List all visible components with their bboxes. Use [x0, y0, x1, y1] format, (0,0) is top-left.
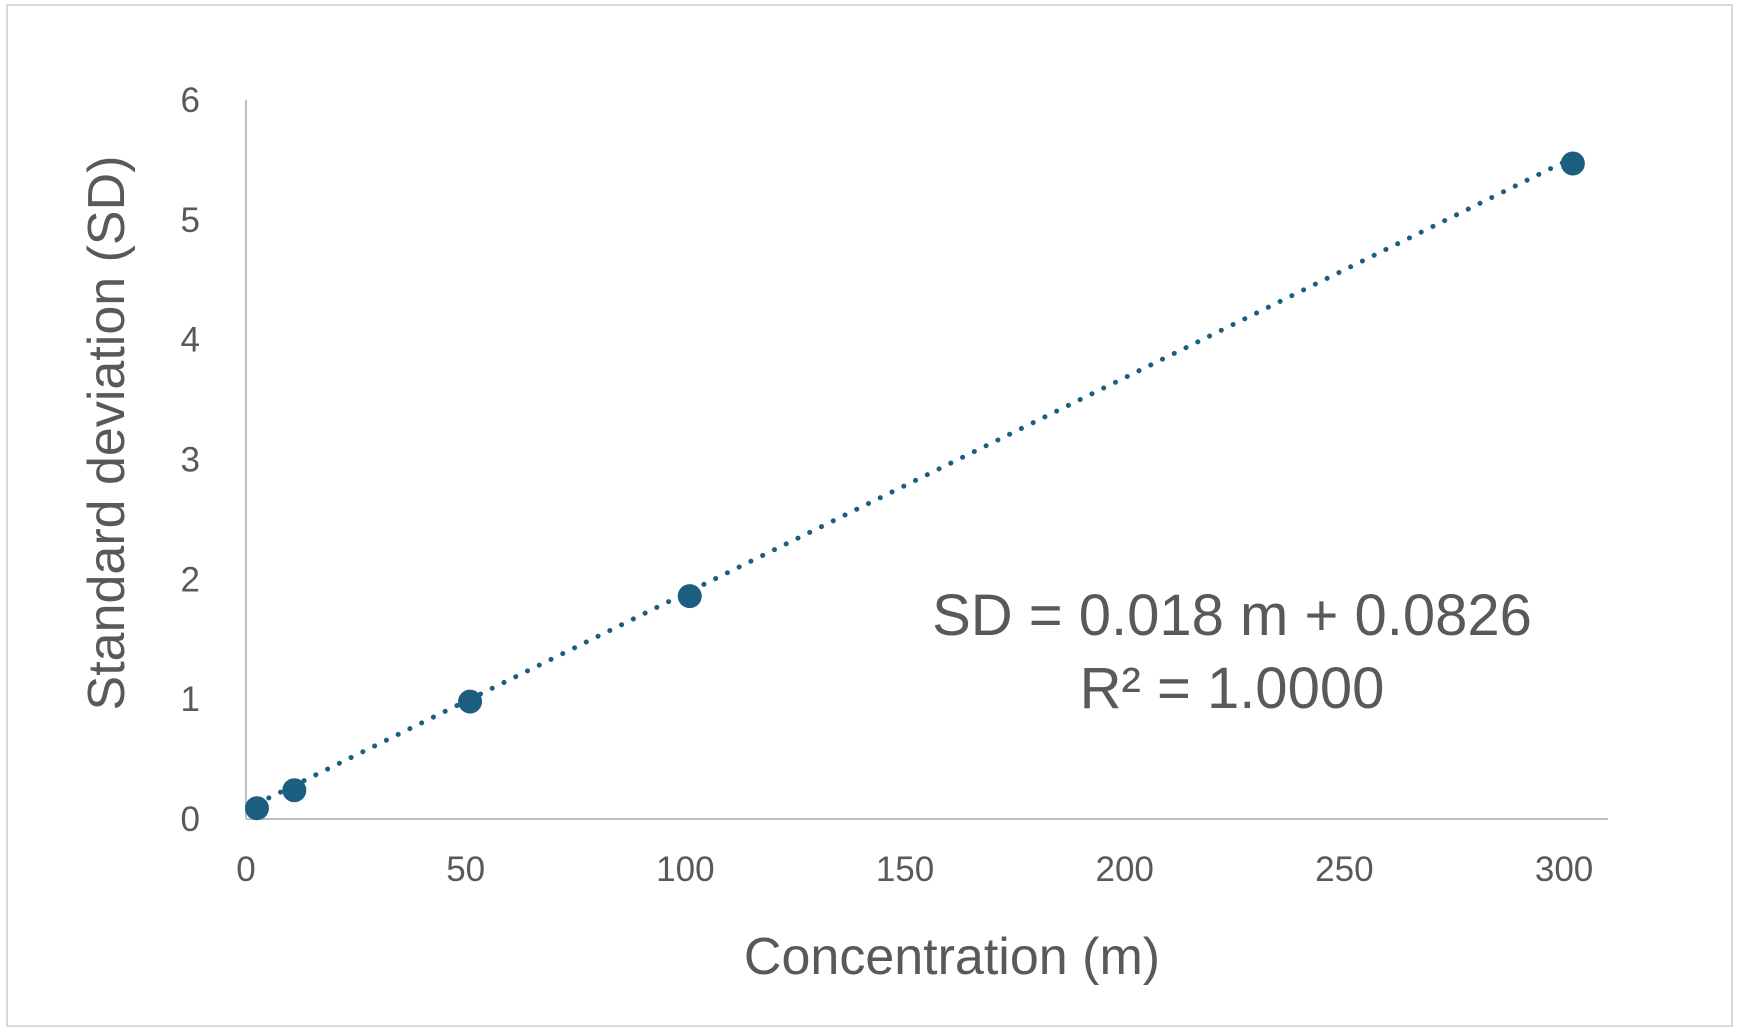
y-tick-label: 2	[181, 560, 200, 599]
y-tick-label: 1	[181, 680, 200, 719]
y-tick-label: 6	[181, 81, 200, 120]
data-points	[244, 151, 1585, 821]
data-point	[282, 778, 307, 803]
data-point	[458, 689, 483, 714]
x-tick-label: 200	[1096, 850, 1154, 889]
x-tick-label: 100	[656, 850, 714, 889]
y-axis-title: Standard deviation (SD)	[78, 156, 136, 711]
y-tick-label: 0	[181, 800, 200, 839]
data-point	[677, 584, 702, 609]
y-tick-label: 3	[181, 441, 200, 480]
r-squared-label: R² = 1.0000	[1080, 656, 1385, 721]
x-tick-label: 50	[446, 850, 485, 889]
x-tick-label: 250	[1315, 850, 1373, 889]
y-tick-label: 5	[181, 201, 200, 240]
trendline-equation: SD = 0.018 m + 0.0826	[932, 583, 1532, 648]
x-tick-label: 300	[1535, 850, 1593, 889]
y-tick-label: 4	[181, 321, 200, 360]
axes	[245, 100, 1608, 820]
x-tick-labels: 0 50 100 150 200 250 300	[236, 850, 1593, 889]
data-point	[244, 796, 269, 821]
data-point	[1560, 151, 1585, 176]
x-tick-label: 0	[236, 850, 255, 889]
trendline	[254, 155, 1576, 807]
y-tick-labels: 0 1 2 3 4 5 6	[181, 81, 200, 839]
x-axis-title: Concentration (m)	[744, 928, 1160, 986]
chart-frame	[6, 4, 1733, 1027]
x-tick-label: 150	[876, 850, 934, 889]
